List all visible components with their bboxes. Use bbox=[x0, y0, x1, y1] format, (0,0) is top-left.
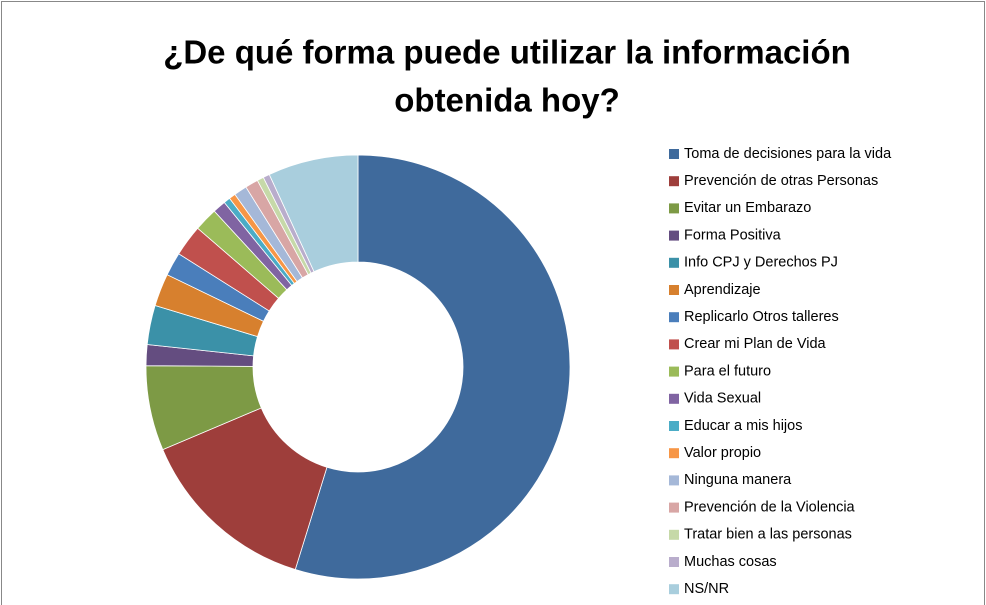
legend-label: Info CPJ y Derechos PJ bbox=[684, 255, 838, 271]
legend-swatch bbox=[669, 230, 679, 241]
legend-label: Tratar bien a las personas bbox=[684, 527, 852, 543]
legend-label: Toma de decisiones para la vida bbox=[684, 146, 892, 162]
legend-swatch bbox=[669, 584, 679, 595]
legend-swatch bbox=[669, 421, 679, 431]
legend-swatch bbox=[669, 285, 679, 295]
legend-label: Muchas cosas bbox=[684, 554, 777, 570]
legend-label: NS/NR bbox=[684, 581, 729, 597]
legend-swatch bbox=[669, 366, 679, 377]
legend-label: Educar a mis hijos bbox=[684, 418, 802, 434]
legend-swatch bbox=[669, 393, 679, 404]
legend-label: Prevención de otras Personas bbox=[684, 173, 878, 189]
legend-label: Forma Positiva bbox=[684, 227, 782, 243]
chart-title: obtenida hoy? bbox=[394, 82, 620, 119]
legend-label: Para el futuro bbox=[684, 363, 771, 379]
legend-swatch bbox=[669, 557, 679, 567]
legend-label: Aprendizaje bbox=[684, 282, 761, 298]
chart-title: ¿De qué forma puede utilizar la informac… bbox=[163, 34, 851, 71]
legend-swatch bbox=[669, 339, 679, 350]
legend-swatch bbox=[669, 312, 679, 323]
donut-slice bbox=[162, 407, 328, 571]
legend-label: Prevención de la Violencia bbox=[684, 499, 856, 515]
legend-swatch bbox=[669, 475, 679, 486]
legend-label: Valor propio bbox=[684, 445, 761, 461]
legend-swatch bbox=[669, 203, 679, 214]
legend-swatch bbox=[669, 257, 679, 268]
legend-swatch bbox=[669, 176, 679, 187]
legend-swatch bbox=[669, 502, 679, 513]
legend-label: Crear mi Plan de Vida bbox=[684, 336, 827, 352]
donut-slice bbox=[294, 154, 571, 580]
legend-swatch bbox=[669, 448, 679, 459]
legend-label: Replicarlo Otros talleres bbox=[684, 309, 839, 325]
legend-label: Evitar un Embarazo bbox=[684, 200, 811, 216]
donut-slice bbox=[268, 154, 359, 273]
legend-swatch bbox=[669, 149, 679, 159]
legend-label: Ninguna manera bbox=[684, 472, 792, 488]
legend-label: Vida Sexual bbox=[684, 391, 761, 407]
legend-swatch bbox=[669, 529, 679, 540]
